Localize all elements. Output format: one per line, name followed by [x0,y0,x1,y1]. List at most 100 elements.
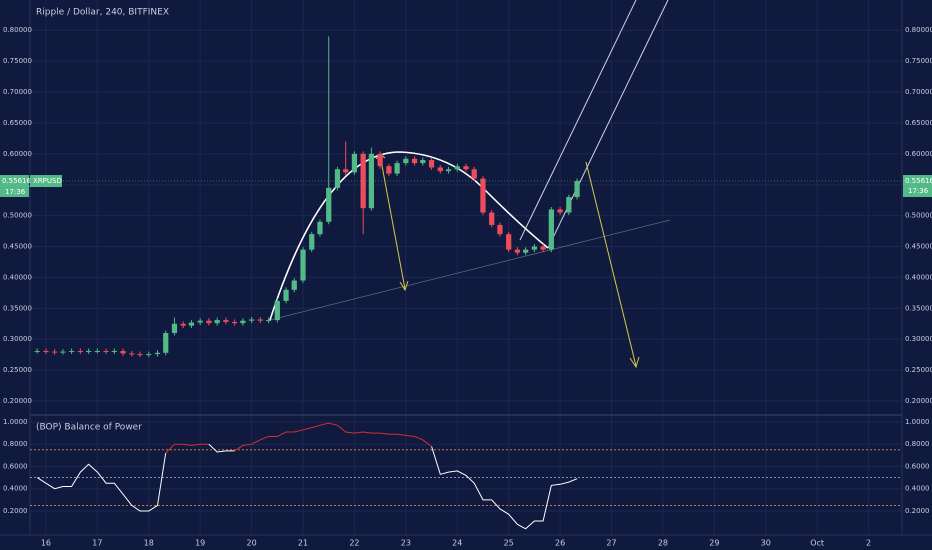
indicator-title: (BOP) Balance of Power [36,423,142,433]
bop-line [234,422,432,452]
candle-body [283,289,289,301]
candle-body [265,320,272,322]
x-tick-label: 18 [144,539,154,548]
candle-body [120,350,126,354]
candle-body [85,350,92,352]
candle-body [471,169,477,179]
channel-line [519,0,637,241]
countdown-label: 17:36 [5,188,26,196]
candle-body [300,249,306,281]
candle-body [146,354,152,356]
candle-body [557,209,563,213]
y-tick-label: 0.60000 [3,150,32,158]
y-tick-label: 0.8000 [905,440,930,448]
candle-body [188,322,195,326]
symbol-label: XRPUSD [33,177,62,185]
candle-body [463,166,469,170]
y-tick-label: 0.75000 [3,57,32,65]
y-tick-label: 0.35000 [3,304,32,312]
candle-body [437,167,443,172]
candle-body [326,187,332,222]
candle-body [257,319,263,321]
symbol-tag [30,175,62,188]
candle-body [240,320,246,324]
y-tick-label: 0.4000 [905,485,930,493]
countdown-label: 17:36 [908,187,929,195]
candle-body [420,160,426,164]
arrow [585,161,637,367]
x-tick-label: 27 [606,539,616,548]
y-tick-label: 0.40000 [905,273,932,281]
candle-body [274,300,280,321]
x-tick-label: 2 [866,539,871,548]
x-tick-label: 16 [41,539,51,548]
bop-line [208,443,235,453]
y-tick-label: 0.30000 [905,335,932,343]
x-tick-label: 21 [298,539,308,548]
y-tick-label: 0.6000 [3,462,28,470]
candle-body [394,163,400,174]
x-tick-label: 20 [247,539,257,548]
candle-body [60,351,66,353]
price-tag [0,187,29,198]
candle-body [94,350,100,352]
x-tick-label: 17 [92,539,102,548]
y-tick-label: 1.0000 [905,418,930,426]
marks [30,36,902,530]
candle-body [111,350,117,352]
candle-body [334,169,341,188]
candle-body [317,221,323,235]
y-tick-label: 0.35000 [905,304,932,312]
cup-arc [269,151,549,321]
candle-body [163,333,169,353]
candle-body [403,158,409,164]
y-tick-label: 0.2000 [3,507,28,515]
y-tick-label: 0.30000 [3,335,32,343]
price-tag [0,175,29,188]
y-tick-label: 0.65000 [905,119,932,127]
candle-body [497,224,503,235]
candle-body [531,246,538,250]
candle-body [514,249,521,253]
y-tick-label: 0.6000 [905,462,930,470]
candle-body [411,158,418,164]
bop-line [36,453,167,512]
y-tick-label: 0.2000 [905,507,930,515]
y-tick-label: 0.45000 [3,243,32,251]
candle-body [566,197,572,213]
candle-body [52,351,58,353]
candle-body [129,353,135,355]
y-tick-label: 0.65000 [3,119,32,127]
y-tick-label: 0.4000 [3,485,28,493]
candle-body [291,280,297,290]
y-tick-label: 0.80000 [905,26,932,34]
candle-body [232,321,238,324]
arrow-head [629,356,640,369]
y-tick-label: 0.50000 [905,212,932,220]
x-tick-label: 25 [504,539,514,548]
y-tick-label: 0.60000 [905,150,932,158]
x-tick-label: 26 [555,539,565,548]
x-tick-label: 23 [401,539,411,548]
x-tick-label: 22 [349,539,359,548]
candle-body [43,350,49,352]
candle-body [445,169,452,172]
candle-body [103,350,109,352]
y-tick-label: 0.25000 [3,366,32,374]
y-tick-label: 0.80000 [3,26,32,34]
price-tag-label: 0.55616 [2,177,31,185]
y-tick-label: 0.70000 [3,88,32,96]
y-tick-label: 0.20000 [905,397,932,405]
x-tick-label: 19 [195,539,205,548]
y-tick-label: 0.70000 [905,88,932,96]
candle-body [223,320,229,322]
x-tick-label: 29 [709,539,719,548]
candle-body [386,166,392,174]
candle-body [171,323,178,334]
candle-body [180,323,186,326]
y-tick-label: 0.75000 [905,57,932,65]
y-tick-label: 0.20000 [3,397,32,405]
candle-body [248,319,255,321]
candle-body [214,320,220,324]
